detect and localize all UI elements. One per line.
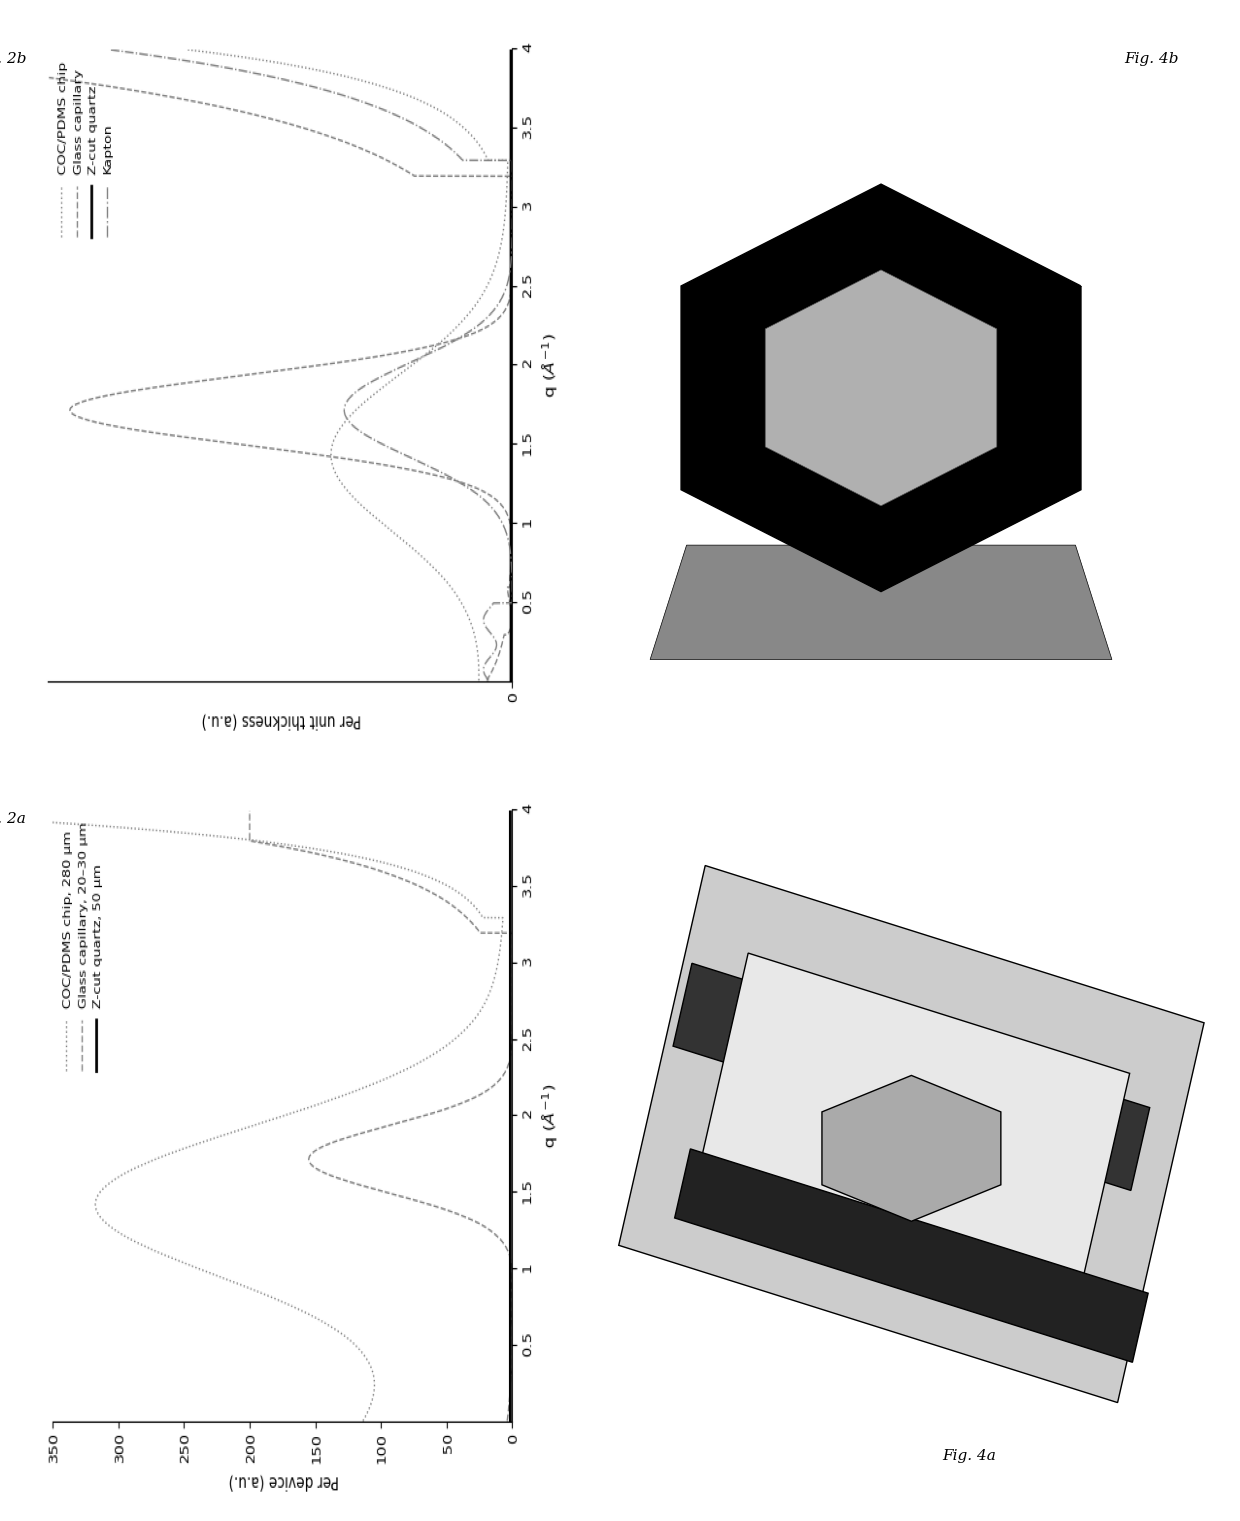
Polygon shape — [619, 865, 1204, 1402]
Polygon shape — [822, 1075, 1001, 1221]
Polygon shape — [650, 545, 1112, 660]
Text: Fig. 4b: Fig. 4b — [1123, 52, 1178, 65]
Polygon shape — [675, 1148, 1148, 1363]
Text: Fig. 2b: Fig. 2b — [0, 52, 26, 65]
Polygon shape — [693, 954, 1130, 1316]
Polygon shape — [765, 269, 997, 506]
Text: Fig. 2a: Fig. 2a — [0, 812, 26, 826]
Polygon shape — [673, 963, 1149, 1191]
Polygon shape — [681, 184, 1081, 592]
Text: Fig. 4a: Fig. 4a — [942, 1448, 996, 1463]
